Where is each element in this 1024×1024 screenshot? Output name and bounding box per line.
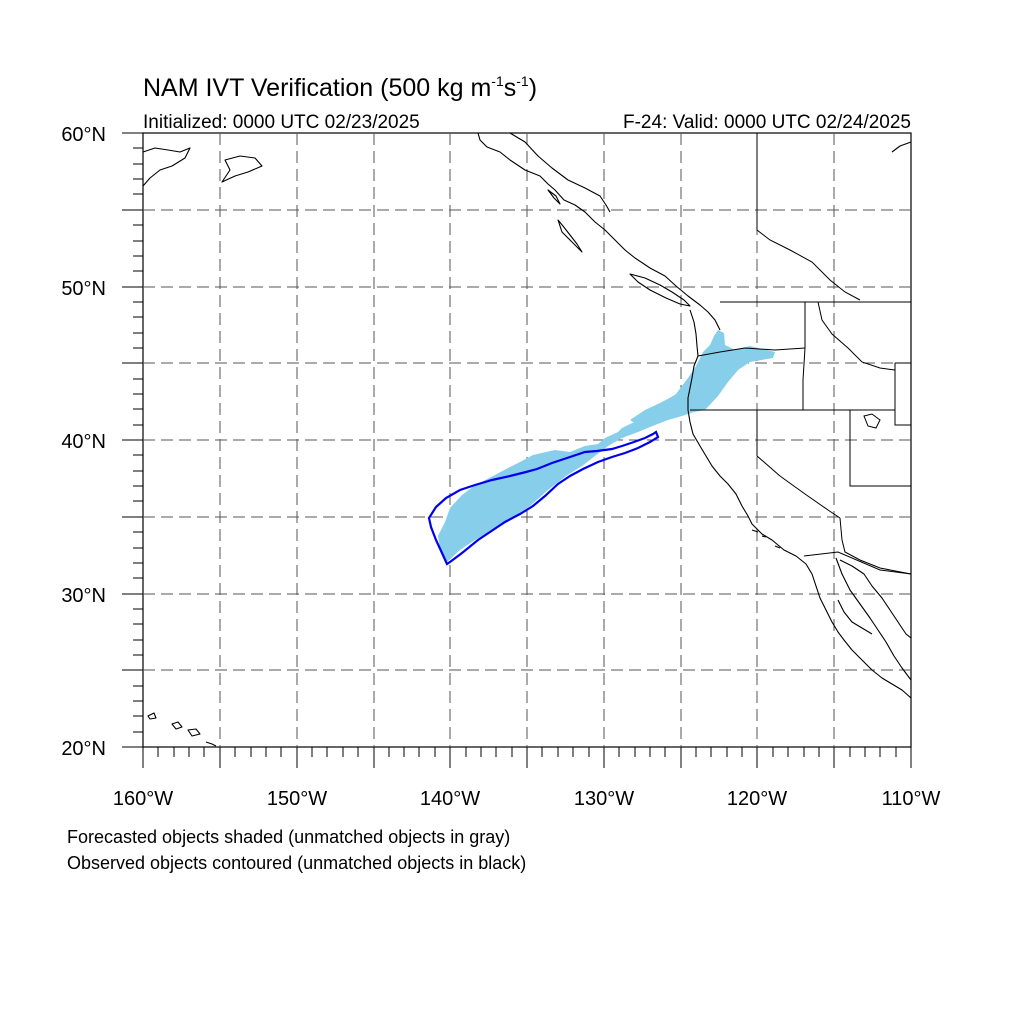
lat-label-60: 60°N xyxy=(61,124,106,146)
hawaii-islands xyxy=(147,712,217,747)
initialized-label: Initialized: 0000 UTC 02/23/2025 xyxy=(143,112,420,133)
wy-border xyxy=(894,362,911,426)
lon-label-150w: 150°W xyxy=(267,788,327,810)
mt-id-border xyxy=(817,301,896,371)
coast-sw-alaska xyxy=(142,147,191,187)
coast-baja-inner xyxy=(837,599,873,635)
forecast-ivt-patch xyxy=(630,395,676,424)
islands-haida xyxy=(557,219,583,253)
lon-label-120w: 120°W xyxy=(727,788,787,810)
coast-alaska-bc xyxy=(477,132,721,331)
coast-alaska-inner xyxy=(509,132,611,213)
vancouver-island xyxy=(629,273,691,307)
coast-us-west xyxy=(687,309,912,699)
title-mid: s xyxy=(504,74,517,102)
lon-label-160w: 160°W xyxy=(113,788,173,810)
lat-label-30: 30°N xyxy=(61,585,106,607)
lon-ticks xyxy=(142,747,912,768)
great-salt-lake xyxy=(863,413,881,429)
title-exp1: -1 xyxy=(491,73,504,89)
title-prefix: NAM IVT Verification (500 kg m xyxy=(143,74,491,102)
kodiak-area xyxy=(221,155,263,183)
coast-mainland-mexico xyxy=(839,559,912,639)
forecast-ivt-object xyxy=(438,330,775,562)
coastlines xyxy=(142,132,912,747)
channel-islands xyxy=(751,529,781,549)
map-title: NAM IVT Verification (500 kg m-1s-1) xyxy=(143,73,537,102)
lon-label-130w: 130°W xyxy=(574,788,634,810)
lon-label-110w: 110°W xyxy=(882,788,941,810)
coast-hudson-fragment xyxy=(891,141,912,153)
lat-label-20: 20°N xyxy=(61,738,106,760)
footnote-observed: Observed objects contoured (unmatched ob… xyxy=(67,853,526,873)
ca-nv-border xyxy=(756,410,841,519)
political-borders xyxy=(690,133,912,575)
lat-label-50: 50°N xyxy=(61,278,106,300)
title-suffix: ) xyxy=(529,74,537,102)
graticule xyxy=(143,133,911,747)
valid-label: F-24: Valid: 0000 UTC 02/24/2025 xyxy=(623,112,911,133)
footnote-forecast: Forecasted objects shaded (unmatched obj… xyxy=(67,827,510,847)
title-exp2: -1 xyxy=(516,73,529,89)
coast-gulf-california xyxy=(835,557,912,681)
us-mexico-border xyxy=(803,551,912,575)
islands-sitka xyxy=(547,189,561,205)
lat-label-40: 40°N xyxy=(61,431,106,453)
id-border xyxy=(802,302,806,410)
wa-or-border xyxy=(697,347,806,357)
lon-label-140w: 140°W xyxy=(420,788,480,810)
lat-ticks xyxy=(122,132,143,748)
observed-ivt-contour xyxy=(427,430,660,566)
canada-interior xyxy=(756,133,861,301)
nv-az-border xyxy=(849,410,911,487)
az-ca-border xyxy=(839,517,912,575)
